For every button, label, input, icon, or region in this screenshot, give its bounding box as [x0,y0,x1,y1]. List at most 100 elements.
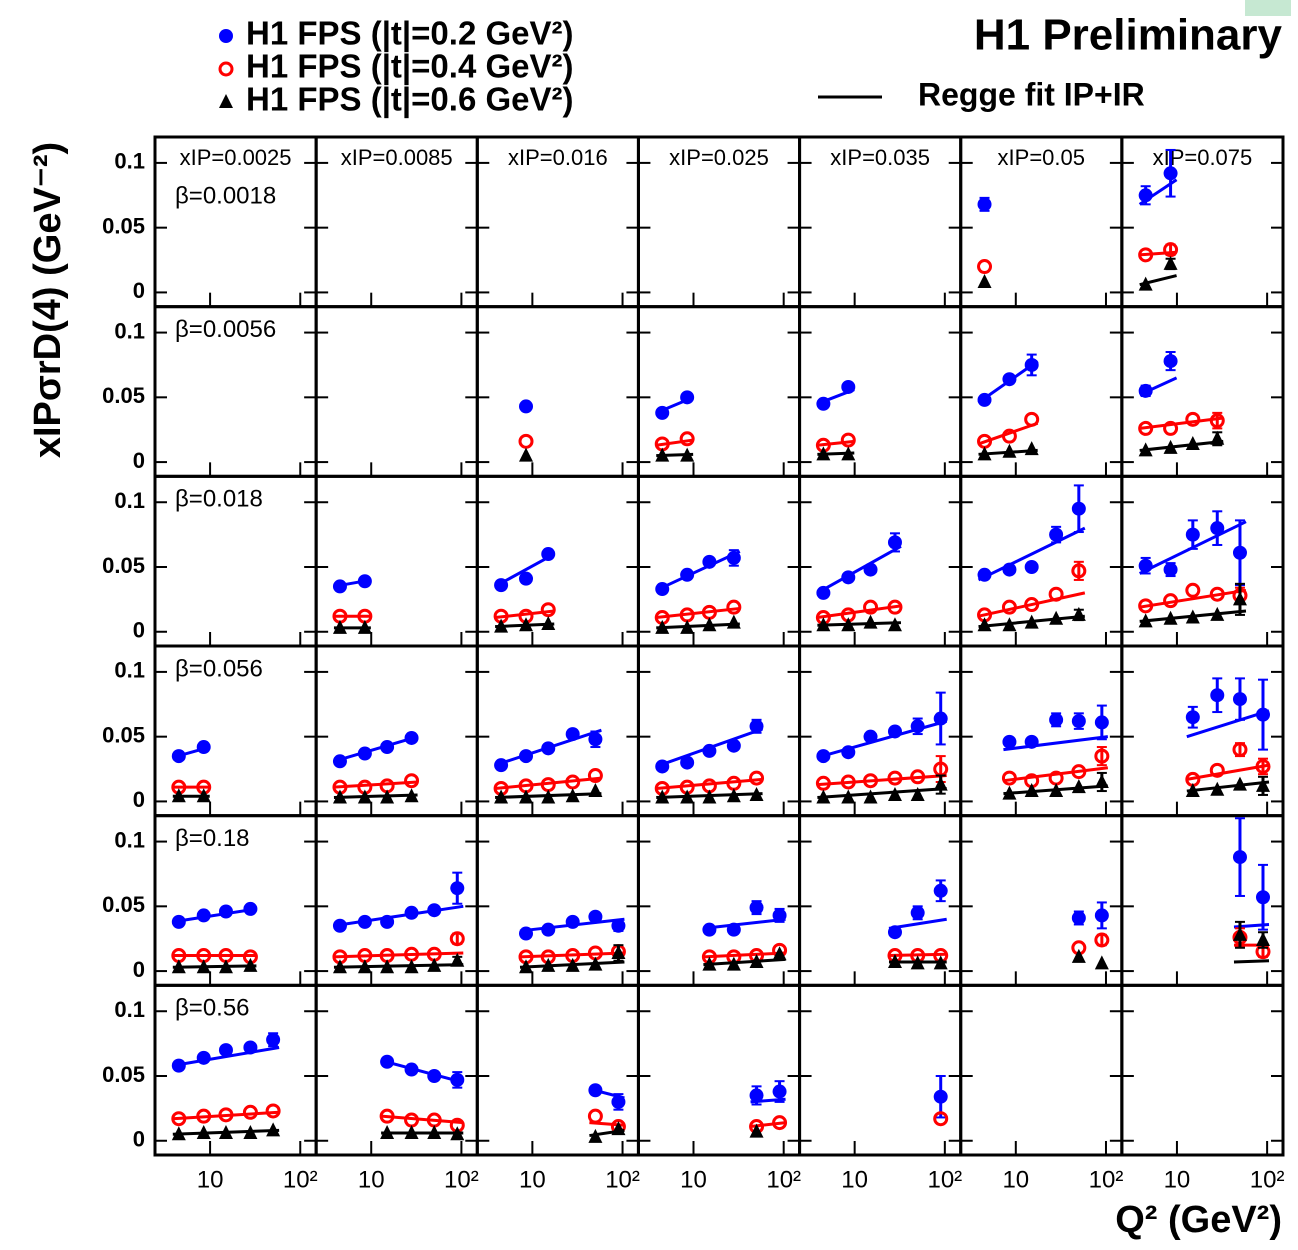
row-label: β=0.056 [175,655,263,682]
point [726,738,741,753]
point [1024,783,1039,798]
panel-frame [314,305,479,478]
point [1209,762,1225,778]
point [887,954,902,969]
point [1094,908,1109,923]
point [242,1104,258,1120]
panel-frame [959,814,1124,987]
fit-line [1003,735,1109,752]
point [726,550,741,565]
point [863,614,878,629]
fit-line [977,526,1086,582]
point [1163,420,1179,436]
point [450,881,465,896]
point [933,955,948,970]
point [541,922,556,937]
y-tick-label: 0.1 [114,827,145,852]
fit-line [380,1059,464,1084]
row-label: β=0.0018 [175,182,276,209]
y-tick-label: 0 [133,278,145,303]
x-tick-label: 10 [519,1166,546,1193]
point [841,446,856,461]
fit-line [817,621,902,627]
point [933,711,948,726]
point [680,390,695,405]
point [332,959,347,974]
point [1138,420,1154,436]
point [887,786,902,801]
point [910,905,925,920]
fit-line [888,952,947,958]
point [749,954,764,969]
point [588,732,603,747]
point [977,567,992,582]
row-label: β=0.018 [175,486,263,513]
point [863,729,878,744]
point [494,618,509,633]
column-label: xIP=0.0025 [180,145,292,170]
point [519,617,534,632]
point [1094,932,1110,948]
panel-frame [959,983,1124,1157]
point [1049,783,1064,798]
y-tick-label: 0 [133,1127,145,1152]
point [218,1043,233,1058]
fit-line [494,776,602,790]
chart-title: H1 Preliminary [974,11,1283,60]
x-tick-label: 10 [197,1166,224,1193]
point [565,788,580,803]
point [404,1062,419,1077]
point [655,789,670,804]
point [702,956,717,971]
point [887,617,902,632]
point [816,789,831,804]
y-tick-label: 0.1 [114,658,145,683]
x-tick-label: 10² [766,1166,801,1193]
point [1071,948,1086,963]
point [910,955,925,970]
point [588,956,603,971]
point [243,1124,258,1139]
point [541,789,556,804]
y-tick-label: 0.05 [102,383,145,408]
fit-line [1139,588,1247,609]
point [357,574,372,589]
point [1001,428,1017,444]
point [841,789,856,804]
point [519,447,534,462]
point [357,789,372,804]
fit-line [172,1110,280,1121]
point [977,274,992,289]
panel-frame [1120,983,1285,1157]
y-axis-label: xIPσrD(4) (GeV⁻²) [27,142,69,458]
point [332,754,347,769]
point [357,746,372,761]
point [726,614,741,629]
point [1232,850,1247,865]
point [218,959,233,974]
y-tick-label: 0.05 [102,553,145,578]
fit-line [1186,763,1270,781]
point [1138,442,1153,457]
panel-frame [475,644,640,818]
point [1002,617,1017,632]
point [357,619,372,634]
point [519,399,534,414]
y-tick-label: 0 [133,618,145,643]
point [1094,748,1110,764]
point [380,789,395,804]
point [519,749,534,764]
point [816,446,831,461]
point [1163,562,1178,577]
point [749,770,765,786]
point [1163,166,1178,181]
fit-line [333,963,464,969]
point [404,905,419,920]
point [427,957,442,972]
point [726,956,741,971]
point [1024,559,1039,574]
point [357,914,372,929]
point [772,946,787,961]
point [772,908,787,923]
